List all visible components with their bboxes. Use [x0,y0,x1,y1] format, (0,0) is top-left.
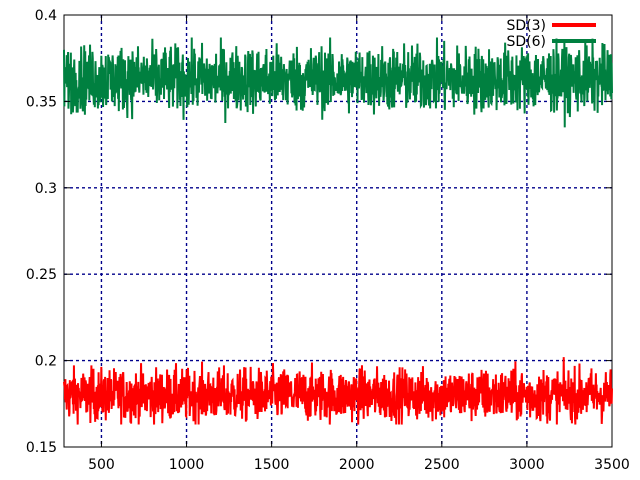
x-tick-label: 2000 [339,457,375,473]
plot-border [63,14,613,448]
x-tick-label: 3000 [509,457,545,473]
y-tick-label: 0.15 [26,440,57,456]
legend-label-sd6: SD(6) [507,34,547,50]
y-tick-label: 0.4 [35,8,57,24]
series-line-sd6 [63,37,613,128]
x-tick-label: 1000 [169,457,205,473]
y-tick-label: 0.3 [35,181,57,197]
x-tick-label: 1500 [254,457,290,473]
x-tick-label: 2500 [424,457,460,473]
series-layer [63,37,613,425]
legend-label-sd3: SD(3) [507,18,547,34]
ticks: 500 1000 1500 2000 2500 3000 3500 0.15 0.2 0.25 0.… [26,8,630,473]
y-tick-label: 0.35 [26,94,57,110]
x-tick-label: 3500 [594,457,630,473]
x-tick-label: 500 [88,457,115,473]
legend: SD(3) SD(6) [507,18,596,50]
series-line-sd3 [63,357,613,425]
y-tick-label: 0.25 [26,267,57,283]
y-tick-label: 0.2 [35,354,57,370]
